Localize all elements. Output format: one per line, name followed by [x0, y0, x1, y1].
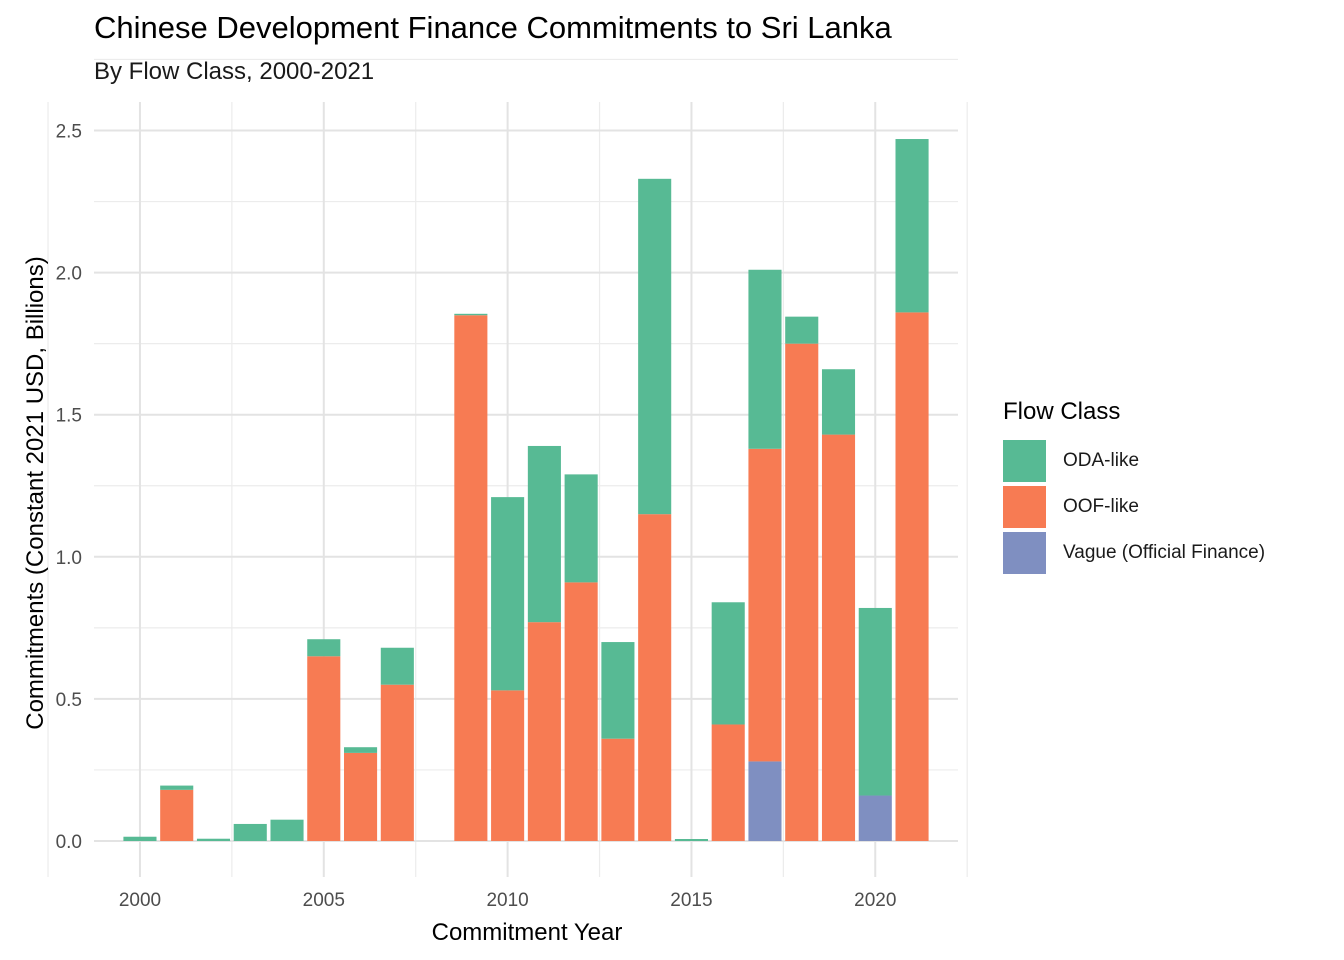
bar-oda-like-2021	[895, 139, 929, 313]
y-tick-label: 0.5	[56, 690, 82, 711]
legend-swatch	[1003, 440, 1046, 482]
legend-swatch	[1003, 532, 1046, 574]
bar-oof-like-2016	[711, 724, 745, 841]
bar-oda-like-2011	[527, 445, 561, 623]
bar-oda-like-2001	[160, 785, 194, 790]
bar-oda-like-2003	[233, 823, 267, 841]
bar-oda-like-2002	[196, 838, 231, 841]
x-tick-label: 2010	[486, 890, 528, 911]
y-axis-tick-labels: 0.0 0.5 1.0 1.5 2.0 2.5	[56, 122, 82, 854]
bar-oda-like-2007	[380, 647, 414, 685]
bar-oda-like-2016	[711, 602, 745, 725]
bar-oof-like-2018	[785, 343, 819, 841]
bar-oof-like-2006	[344, 752, 378, 841]
x-axis-label: Commitment Year	[432, 919, 623, 946]
bar-oof-like-2014	[638, 514, 672, 841]
bar-oda-like-2000	[123, 836, 157, 841]
chart-subtitle: By Flow Class, 2000-2021	[94, 58, 375, 85]
bar-oof-like-2005	[307, 656, 341, 841]
bar-vague-official-finance-2020	[858, 795, 892, 841]
bar-oda-like-2006	[344, 747, 378, 753]
legend-item: Vague (Official Finance)	[1003, 530, 1265, 576]
bar-oda-like-2005	[307, 639, 341, 657]
legend-label: Vague (Official Finance)	[1063, 542, 1266, 563]
bar-oof-like-2019	[821, 434, 856, 841]
bar-oda-like-2004	[270, 819, 304, 841]
y-tick-label: 1.0	[56, 548, 82, 569]
legend-item: ODA-like	[1003, 438, 1265, 484]
legend-title: Flow Class	[1003, 398, 1121, 425]
y-tick-label: 2.5	[56, 122, 82, 143]
bar-oda-like-2010	[491, 497, 525, 691]
bar-group	[123, 139, 929, 842]
bar-oof-like-2011	[527, 622, 561, 841]
bar-oof-like-2013	[601, 738, 635, 841]
legend-swatch	[1003, 486, 1046, 528]
x-tick-label: 2015	[670, 890, 712, 911]
bar-oof-like-2010	[491, 690, 525, 841]
bar-oda-like-2013	[601, 642, 635, 739]
legend: Flow Class ODA-like OOF-like Vague (Offici…	[1003, 398, 1265, 576]
bar-oof-like-2012	[564, 582, 598, 841]
bar-oof-like-2001	[160, 789, 194, 841]
legend-label: ODA-like	[1063, 450, 1140, 471]
x-tick-label: 2020	[854, 890, 896, 911]
bar-oda-like-2020	[858, 607, 892, 796]
legend-item: OOF-like	[1003, 484, 1265, 530]
y-axis-label: Commitments (Constant 2021 USD, Billions…	[22, 256, 49, 730]
bar-oda-like-2018	[785, 316, 819, 344]
bar-oda-like-2012	[564, 474, 598, 583]
y-tick-label: 1.5	[56, 406, 82, 427]
bar-oda-like-2014	[638, 178, 672, 515]
bar-oda-like-2015	[674, 839, 708, 841]
bar-oda-like-2017	[748, 269, 782, 449]
x-tick-label: 2000	[119, 890, 161, 911]
y-tick-label: 0.0	[56, 832, 82, 853]
bar-oda-like-2009	[454, 313, 488, 316]
bar-oof-like-2009	[454, 315, 488, 842]
y-tick-label: 2.0	[56, 264, 82, 285]
bar-oda-like-2019	[821, 369, 856, 435]
legend-items: ODA-like OOF-like Vague (Official Finance)	[1003, 438, 1265, 576]
chart-title: Chinese Development Finance Commitments …	[94, 10, 892, 45]
x-tick-label: 2005	[303, 890, 345, 911]
bar-oof-like-2017	[748, 448, 782, 762]
bar-oof-like-2007	[380, 684, 414, 841]
bar-vague-official-finance-2017	[748, 761, 782, 841]
bar-oof-like-2021	[895, 312, 929, 841]
legend-label: OOF-like	[1063, 496, 1139, 517]
x-axis-tick-labels: 2000 2005 2010 2015 2020	[119, 890, 897, 911]
